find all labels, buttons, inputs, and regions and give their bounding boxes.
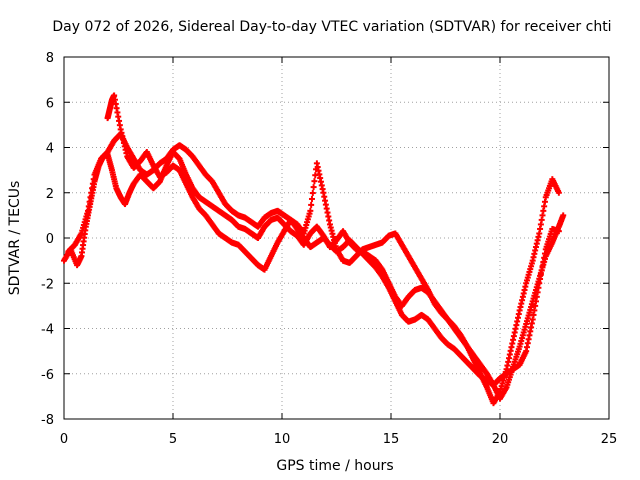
x-tick-label: 10 (274, 432, 291, 447)
data-point (555, 189, 562, 196)
data-point (307, 207, 314, 214)
x-tick-label: 20 (492, 432, 509, 447)
y-tick-label: 6 (46, 96, 54, 111)
series-group (104, 92, 562, 407)
data-point (555, 228, 562, 235)
chart-title: Day 072 of 2026, Sidereal Day-to-day VTE… (52, 19, 611, 35)
x-axis-label: GPS time / hours (276, 458, 393, 474)
x-tick-label: 15 (383, 432, 400, 447)
data-points (61, 92, 567, 407)
y-tick-label: -8 (41, 413, 54, 428)
y-ticks: -8 -6 -4 -2 0 2 4 6 8 (41, 51, 609, 428)
data-point (309, 190, 316, 197)
data-point (308, 201, 315, 208)
y-axis-label: SDTVAR / TECUs (7, 181, 23, 296)
x-tick-label: 5 (169, 432, 177, 447)
y-tick-label: -6 (41, 368, 54, 383)
y-tick-label: 8 (46, 51, 54, 66)
y-tick-label: -4 (41, 323, 54, 338)
data-point (308, 195, 315, 202)
y-tick-label: 0 (46, 232, 54, 247)
data-point (310, 184, 317, 191)
y-tick-label: 4 (46, 142, 54, 157)
y-tick-label: -2 (41, 277, 54, 292)
x-tick-label: 0 (60, 432, 68, 447)
x-ticks: 0 5 10 15 20 25 (60, 57, 617, 447)
data-point (311, 178, 318, 185)
data-point (560, 212, 567, 219)
y-tick-label: 2 (46, 187, 54, 202)
x-tick-label: 25 (601, 432, 618, 447)
